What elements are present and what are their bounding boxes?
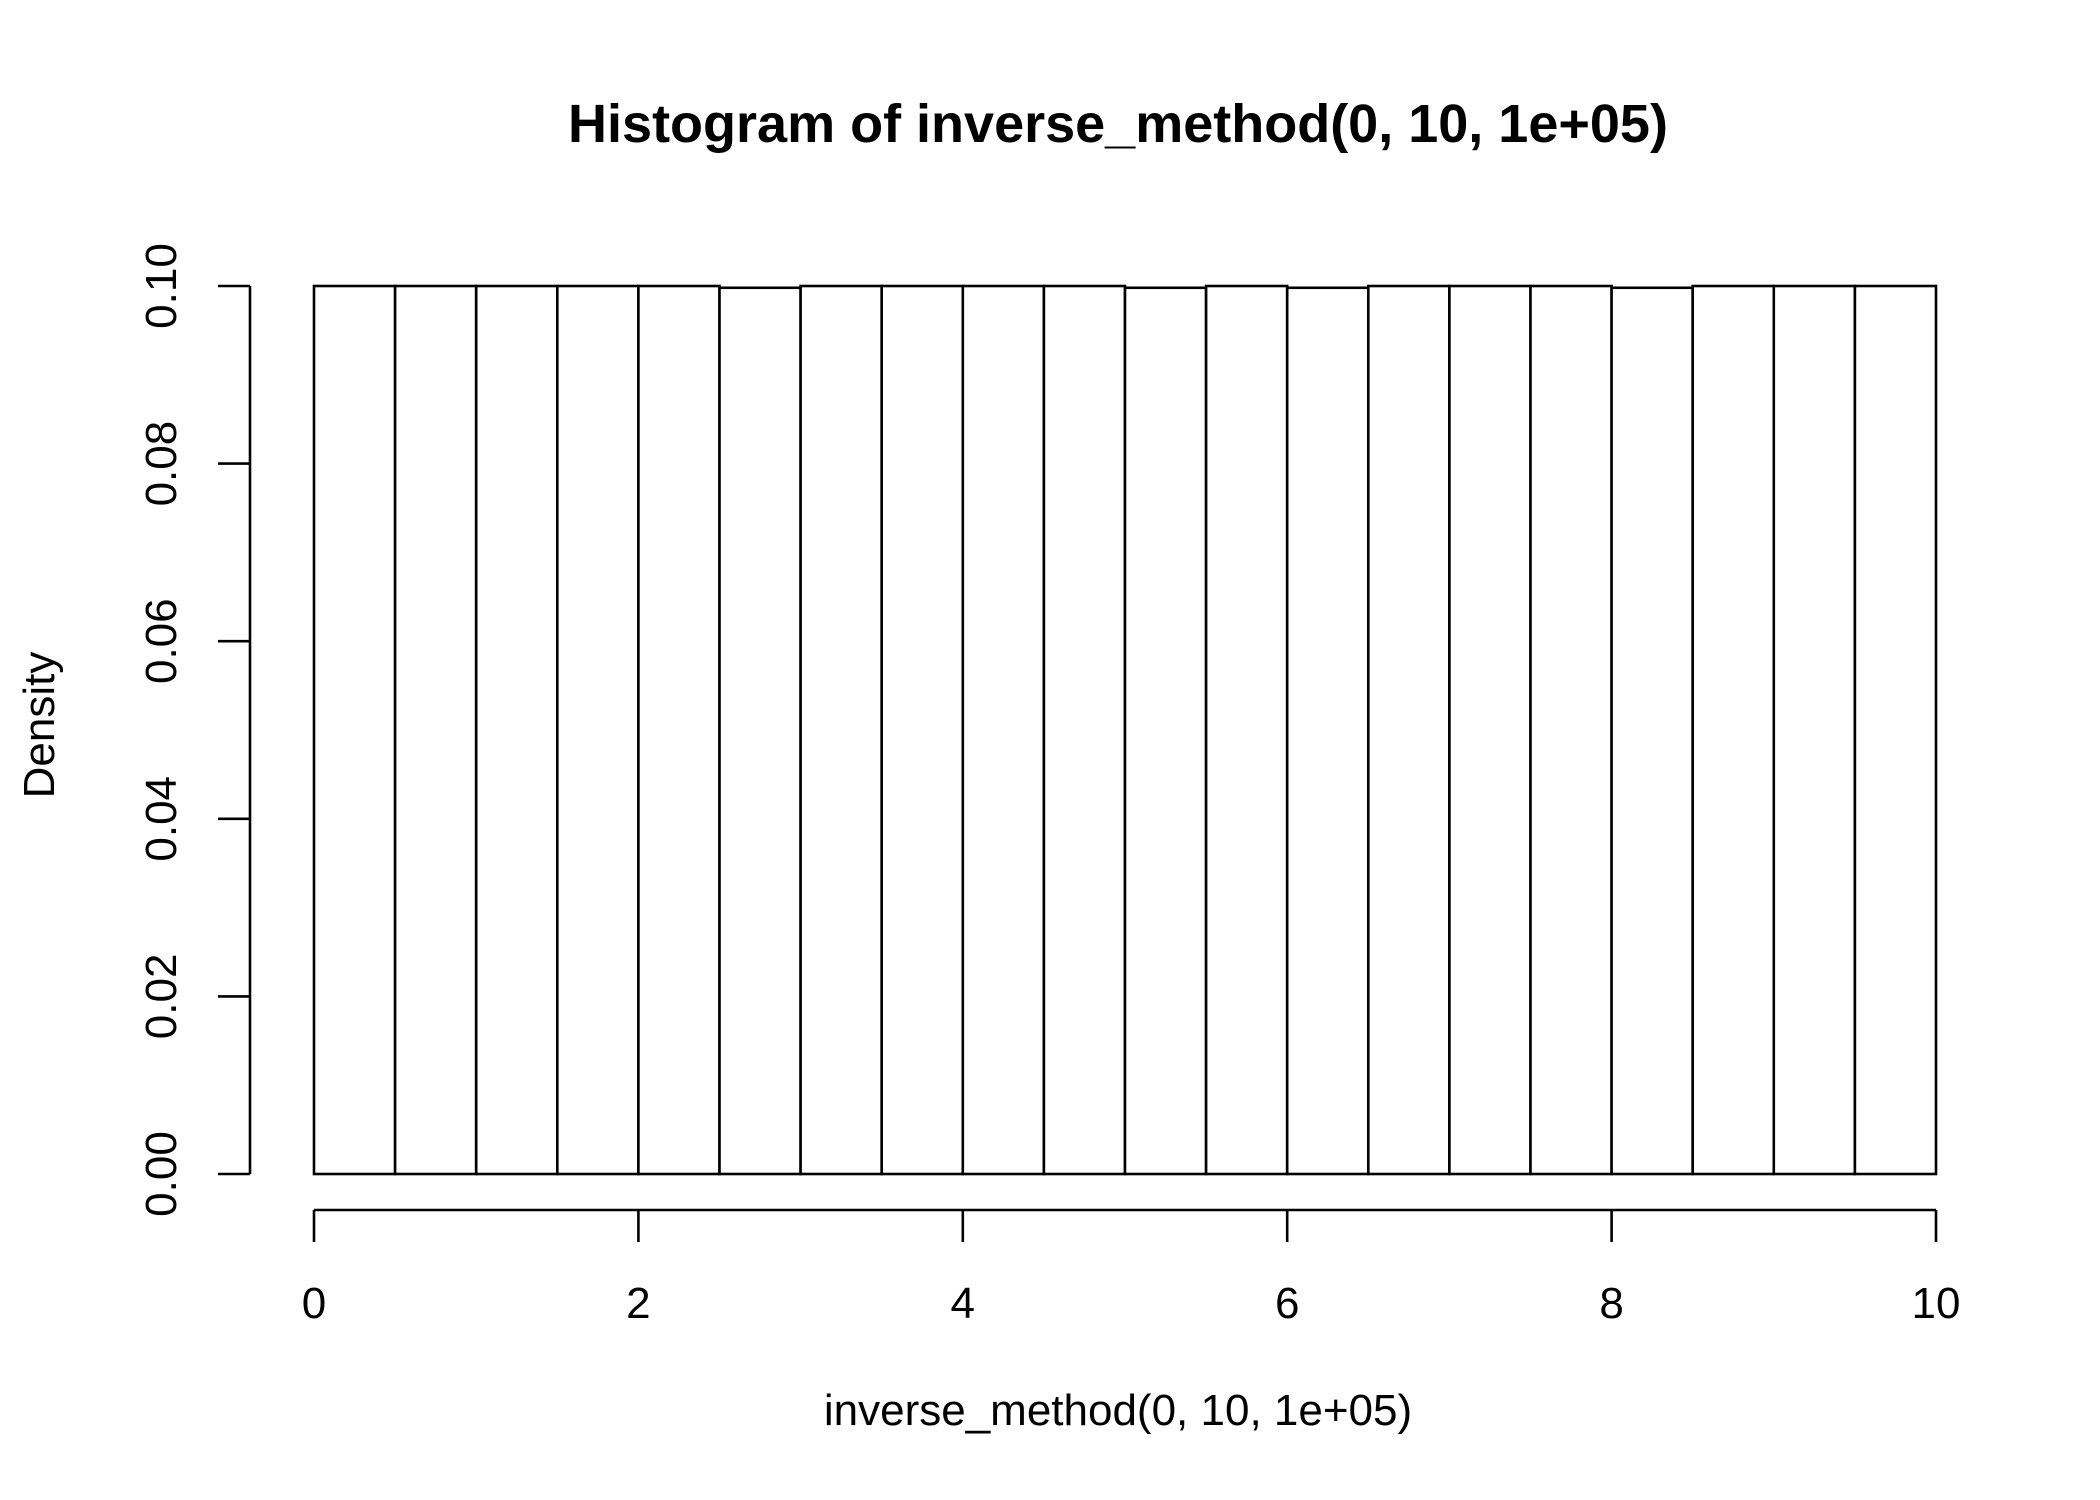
x-tick-label: 8 [1599,1279,1623,1328]
histogram-bar [1529,284,1613,1176]
y-tick-label: 0.06 [137,598,186,684]
x-tick-label: 0 [302,1279,326,1328]
x-tick-label: 4 [951,1279,975,1328]
x-tick-label: 10 [1912,1279,1961,1328]
y-tick-label: 0.02 [137,954,186,1040]
y-axis: 0.00 0.02 0.04 0.06 0.08 0.10 [137,243,252,1217]
y-tick-label: 0.04 [137,776,186,862]
bars [312,284,1938,1176]
y-tick-label: 0.10 [137,243,186,329]
histogram-bar [799,284,883,1176]
histogram-bar [1610,286,1694,1176]
y-tick-label: 0.08 [137,421,186,507]
chart-title: Histogram of inverse_method(0, 10, 1e+05… [568,94,1668,154]
y-tick-label: 0.00 [137,1131,186,1217]
histogram-bar [312,284,397,1176]
histogram-bar [1204,284,1289,1176]
x-tick-label: 6 [1275,1279,1299,1328]
histogram-bar [1772,284,1857,1176]
histogram-bar [1285,286,1370,1176]
histogram-bar [555,284,640,1176]
histogram-bar [718,286,802,1176]
histogram-bar [1853,284,1938,1176]
histogram-bar [1448,284,1532,1176]
histogram-bar [1042,284,1127,1176]
histogram-bar [1123,286,1208,1176]
x-tick-label: 2 [626,1279,650,1328]
histogram-bar [637,284,721,1176]
histogram-bar [474,284,559,1176]
histogram-bar [1691,284,1776,1176]
histogram-bar [393,284,478,1176]
y-axis-label: Density [15,652,64,799]
histogram-bar [880,284,965,1176]
histogram-bar [961,284,1046,1176]
histogram-bar [1367,284,1451,1176]
x-axis: 0 2 4 6 8 10 [302,1208,1961,1328]
x-axis-label: inverse_method(0, 10, 1e+05) [824,1386,1412,1435]
